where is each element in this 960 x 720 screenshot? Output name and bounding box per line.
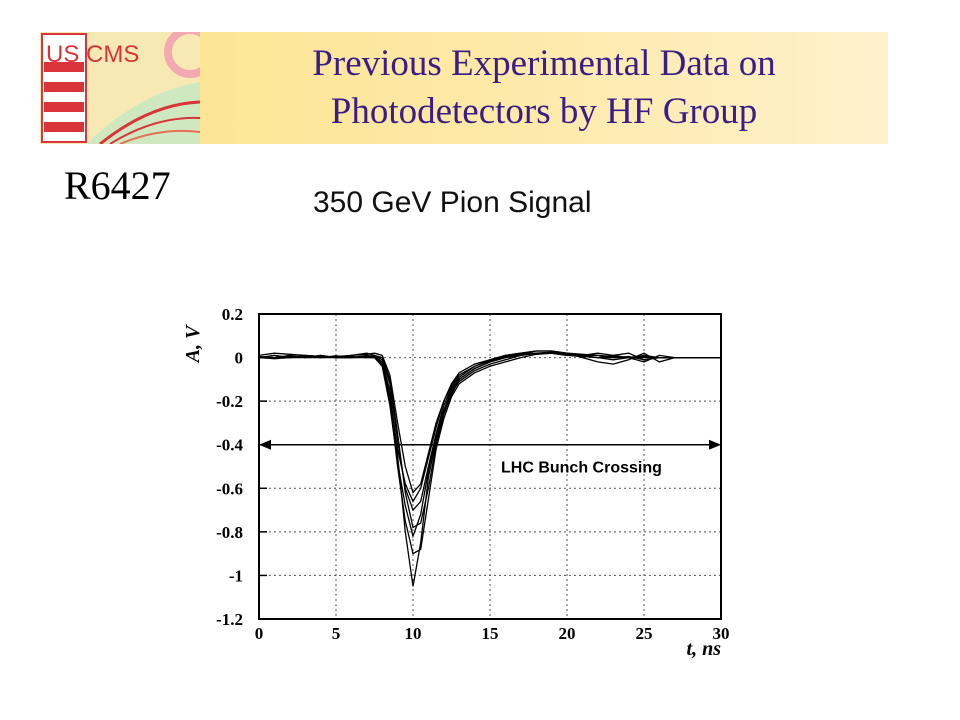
y-tick-label: -1.2: [216, 610, 243, 629]
bunch-crossing-annotation: LHC Bunch Crossing: [259, 439, 721, 477]
y-tick-label: -0.2: [216, 392, 243, 411]
slide-title-line2: Photodetectors by HF Group: [330, 91, 758, 132]
arrow-head-left: [259, 439, 271, 450]
y-tick-label: 0.2: [222, 305, 243, 324]
plot-frame: [258, 313, 722, 620]
series-lines: [258, 350, 721, 587]
x-tick-label: 20: [559, 624, 576, 643]
x-tick-label: 30: [713, 624, 730, 643]
logo-text: US CMS: [46, 41, 139, 68]
arrow-head-right: [709, 439, 721, 450]
photodetector-model: R6427: [64, 163, 171, 208]
x-tick-label: 5: [332, 624, 341, 643]
signal-trace-7: [258, 352, 721, 539]
signal-trace-6: [258, 352, 721, 494]
x-tick-label: 0: [255, 624, 264, 643]
x-tick-label: 25: [636, 624, 653, 643]
x-tick-labels: 0 5 10 15 20 25 30: [255, 624, 730, 643]
slide-title: Previous Experimental Data on Photodetec…: [200, 40, 888, 136]
y-tick-label: -0.8: [216, 523, 243, 542]
signal-trace-2: [259, 352, 721, 555]
y-axis-label: A, V: [182, 324, 204, 364]
y-tick-label: -0.6: [216, 479, 243, 498]
chart-title: 350 GeV Pion Signal: [313, 186, 592, 219]
signal-trace-5: [258, 350, 721, 503]
x-tick-label: 15: [482, 624, 499, 643]
x-tick-label: 10: [405, 624, 422, 643]
signal-trace-4: [259, 352, 721, 512]
y-tick-labels: 0.2 0 -0.2 -0.4 -0.6 -0.8 -1 -1.2: [216, 305, 243, 629]
us-cms-logo: US CMS: [40, 32, 200, 144]
x-axis-label: t, ns: [687, 638, 722, 660]
bunch-crossing-label: LHC Bunch Crossing: [501, 460, 662, 477]
y-tick-label: -1: [229, 566, 243, 585]
slide-title-line1: Previous Experimental Data on: [312, 43, 776, 84]
y-tick-label: -0.4: [216, 436, 243, 455]
y-tick-label: 0: [235, 349, 244, 368]
